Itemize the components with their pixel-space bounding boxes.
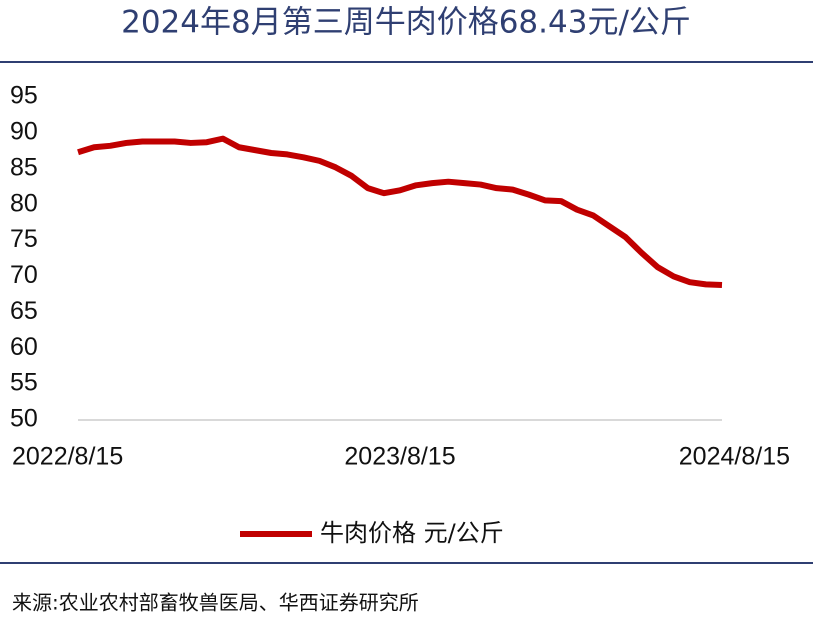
y-tick-label: 85 [10, 153, 38, 181]
data-line [77, 135, 723, 289]
legend-label: 牛肉价格 元/公斤 [320, 519, 504, 547]
x-tick-label: 2024/8/15 [679, 443, 790, 471]
y-tick-label: 95 [10, 82, 38, 110]
y-tick-label: 90 [10, 117, 38, 145]
chart-title: 2024年8月第三周牛肉价格68.43元/公斤 [121, 5, 691, 41]
y-tick-label: 80 [10, 189, 38, 217]
x-tick-label: 2023/8/15 [344, 443, 455, 471]
y-tick-label: 70 [10, 261, 38, 289]
y-tick-label: 75 [10, 225, 38, 253]
y-tick-label: 65 [10, 297, 38, 325]
source-note: 来源:农业农村部畜牧兽医局、华西证券研究所 [12, 591, 419, 615]
x-tick-label: 2022/8/15 [12, 443, 123, 471]
y-tick-label: 50 [10, 405, 38, 433]
y-tick-label: 55 [10, 369, 38, 397]
y-tick-label: 60 [10, 333, 38, 361]
